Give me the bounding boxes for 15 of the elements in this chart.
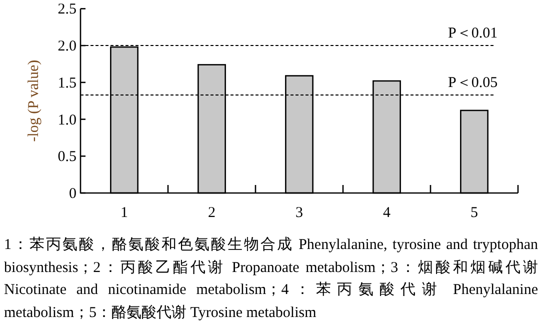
x-tick-label: 5 (470, 205, 478, 221)
text: 1：苯丙氨酸，酪氨酸和色氨酸生物合成 Phenylalanine, tyrosine and tryptophan biosynthesis；2：丙酸乙酯代谢 Propanoate metabolism；3：烟酸和烟碱代谢 Nicotinate and nicotinamide metabolism；4：苯丙氨酸代谢 Phenylalanine metabolism；5：酪氨酸代谢 Tyrosine metabolism (4, 236, 538, 323)
y-tick-label: 1.0 (58, 112, 76, 128)
ref-line-label: P＜0.05 (448, 74, 498, 91)
y-tick-label: 0 (69, 186, 76, 202)
y-tick-label: 1.5 (58, 75, 76, 92)
x-tick-label: 3 (296, 205, 303, 221)
ref-line-label: P＜0.01 (448, 26, 498, 42)
y-tick-label: 2.0 (58, 38, 76, 55)
y-axis-title: -log (P value) (26, 60, 42, 142)
y-tick-label: 0.5 (58, 149, 76, 166)
y-tick-label: 2.5 (58, 2, 76, 18)
x-tick-label: 4 (383, 205, 391, 221)
x-tick-label: 2 (208, 205, 216, 221)
x-tick-label: 1 (120, 205, 128, 221)
